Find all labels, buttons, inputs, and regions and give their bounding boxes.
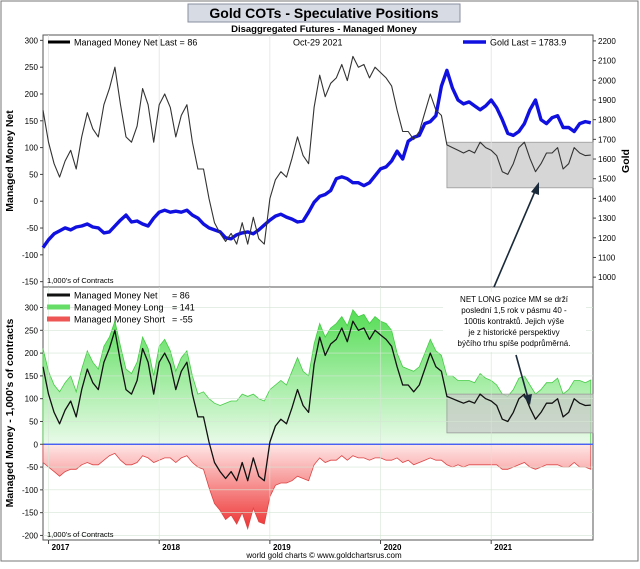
top-left-tick-label: 250: [25, 63, 39, 72]
bottom-legend-long-label: Managed Money Long: [74, 303, 164, 313]
x-tick-label: 2021: [494, 543, 512, 552]
top-right-tick-label: 2200: [598, 37, 616, 46]
chart-subtitle: Disaggregated Futures - Managed Money: [231, 24, 418, 35]
top-highlight-box: [446, 141, 594, 189]
top-right-tick-label: 2000: [598, 76, 616, 85]
bottom-units-note: 1,000's of Contracts: [47, 530, 114, 539]
top-right-tick-label: 2100: [598, 57, 616, 66]
top-left-tick-label: 100: [25, 144, 39, 153]
bottom-highlight-box: [446, 393, 594, 434]
top-right-tick-label: 1000: [598, 273, 616, 282]
bottom-tick-label: 150: [25, 372, 39, 381]
top-left-tick-label: -150: [22, 278, 39, 287]
top-left-tick-label: -100: [22, 251, 39, 260]
top-ylabel-left: Managed Money Net: [4, 110, 16, 212]
bottom-legend-net-value: = 86: [172, 291, 190, 301]
top-left-tick-label: -50: [26, 224, 38, 233]
top-legend-net-label: Managed Money Net Last = 86: [74, 38, 197, 48]
top-ylabel-right: Gold: [620, 149, 632, 173]
bottom-legend-net-label: Managed Money Net: [74, 291, 158, 301]
top-left-tick-label: 150: [25, 117, 39, 126]
x-tick-label: 2020: [384, 543, 402, 552]
bottom-legend-short-label: Managed Money Short: [74, 315, 166, 325]
callout-box: [443, 292, 586, 352]
top-right-tick-label: 1300: [598, 214, 616, 223]
bottom-managed-money-net-line: [42, 320, 591, 482]
top-date-label: Oct-29 2021: [293, 38, 343, 48]
top-right-tick-label: 1200: [598, 234, 616, 243]
chart-title: Gold COTs - Speculative Positions: [209, 5, 438, 21]
x-tick-label: 2017: [52, 543, 70, 552]
top-left-tick-label: 300: [25, 36, 39, 45]
bottom-tick-label: 50: [29, 417, 38, 426]
top-legend-gold-label: Gold Last = 1783.9: [490, 38, 566, 48]
callout-arrow-up: [493, 188, 537, 288]
callout-text: NET LONG pozice MM se drží poslední 1,5 r…: [458, 295, 571, 348]
callout-line: býčího trhu spíše podprůměrná.: [458, 339, 571, 348]
bottom-ylabel: Managed Money - 1,000's of contracts: [4, 319, 16, 508]
callout-arrow-down: [515, 354, 529, 399]
top-right-tick-label: 1400: [598, 194, 616, 203]
bottom-tick-label: 300: [25, 304, 39, 313]
callout-arrow-up-head: [531, 182, 539, 195]
bottom-legend-short-value: = -55: [172, 315, 193, 325]
bottom-tick-label: -150: [22, 509, 39, 518]
bottom-tick-label: -200: [22, 531, 39, 540]
top-managed-money-net-line: [42, 55, 591, 245]
top-left-tick-label: 0: [34, 197, 39, 206]
bottom-tick-label: 250: [25, 326, 39, 335]
callout-line: 100tis kontraktů. Jejich výše: [464, 317, 565, 326]
top-left-tick-label: 200: [25, 90, 39, 99]
bottom-tick-label: 100: [25, 395, 39, 404]
x-tick-label: 2018: [162, 543, 180, 552]
gold-price-line: [41, 68, 592, 249]
callout-arrow-down-head: [523, 394, 532, 405]
top-units-note: 1,000's of Contracts: [47, 276, 114, 285]
top-right-tick-label: 1600: [598, 155, 616, 164]
bottom-tick-label: -100: [22, 486, 39, 495]
callout-line: je z historické perspektivy: [467, 328, 559, 337]
callout-line: poslední 1,5 rok v pásmu 40 -: [461, 306, 567, 315]
title-bar: [187, 3, 461, 23]
footer-text: world gold charts © www.goldchartsrus.co…: [245, 551, 402, 560]
x-tick-label: 2019: [273, 543, 291, 552]
top-right-tick-label: 1500: [598, 175, 616, 184]
bottom-legend-long-value: = 141: [172, 303, 195, 313]
bottom-tick-label: 0: [34, 440, 39, 449]
top-left-tick-label: 50: [29, 170, 38, 179]
bottom-tick-label: -50: [26, 463, 38, 472]
bottom-tick-label: 200: [25, 349, 39, 358]
top-right-tick-label: 1700: [598, 135, 616, 144]
callout-line: NET LONG pozice MM se drží: [460, 295, 569, 304]
top-right-tick-label: 1100: [598, 253, 616, 262]
top-right-tick-label: 1800: [598, 116, 616, 125]
top-right-tick-label: 1900: [598, 96, 616, 105]
